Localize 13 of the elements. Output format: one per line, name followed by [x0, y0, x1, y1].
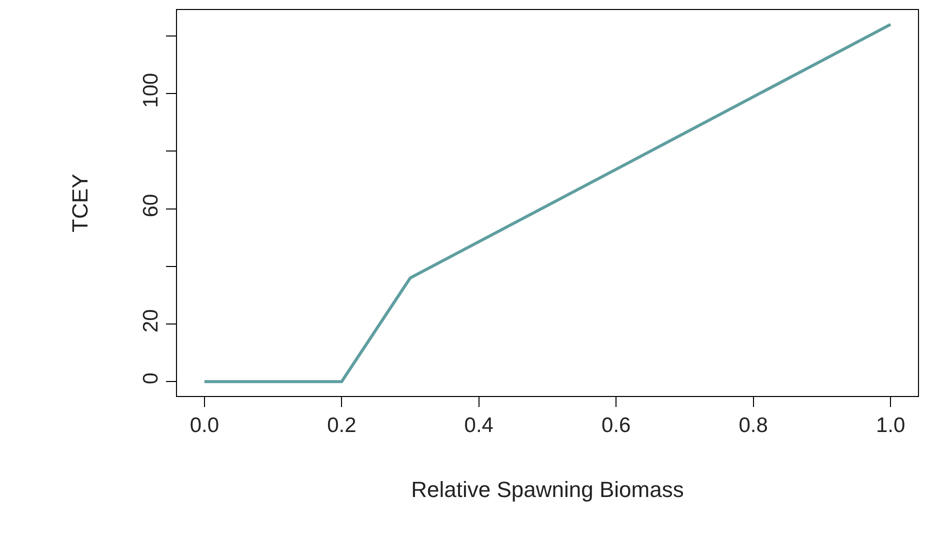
- line-series: [202, 22, 892, 384]
- x-tick-label: 0.0: [190, 414, 220, 438]
- y-tick-label: 100: [140, 72, 163, 108]
- x-tick-label: 1.0: [876, 414, 906, 438]
- y-tick-label: 60: [140, 194, 163, 218]
- y-axis-title: TCEY: [67, 173, 92, 232]
- y-tick-label: 20: [140, 309, 163, 333]
- x-axis-title: Relative Spawning Biomass: [411, 477, 684, 502]
- x-tick-label: 0.4: [464, 414, 494, 438]
- x-tick-label: 0.2: [327, 414, 356, 438]
- x-tick-label: 0.8: [738, 414, 768, 438]
- x-tick-label: 0.6: [602, 414, 631, 438]
- y-tick-label: 0: [140, 372, 163, 384]
